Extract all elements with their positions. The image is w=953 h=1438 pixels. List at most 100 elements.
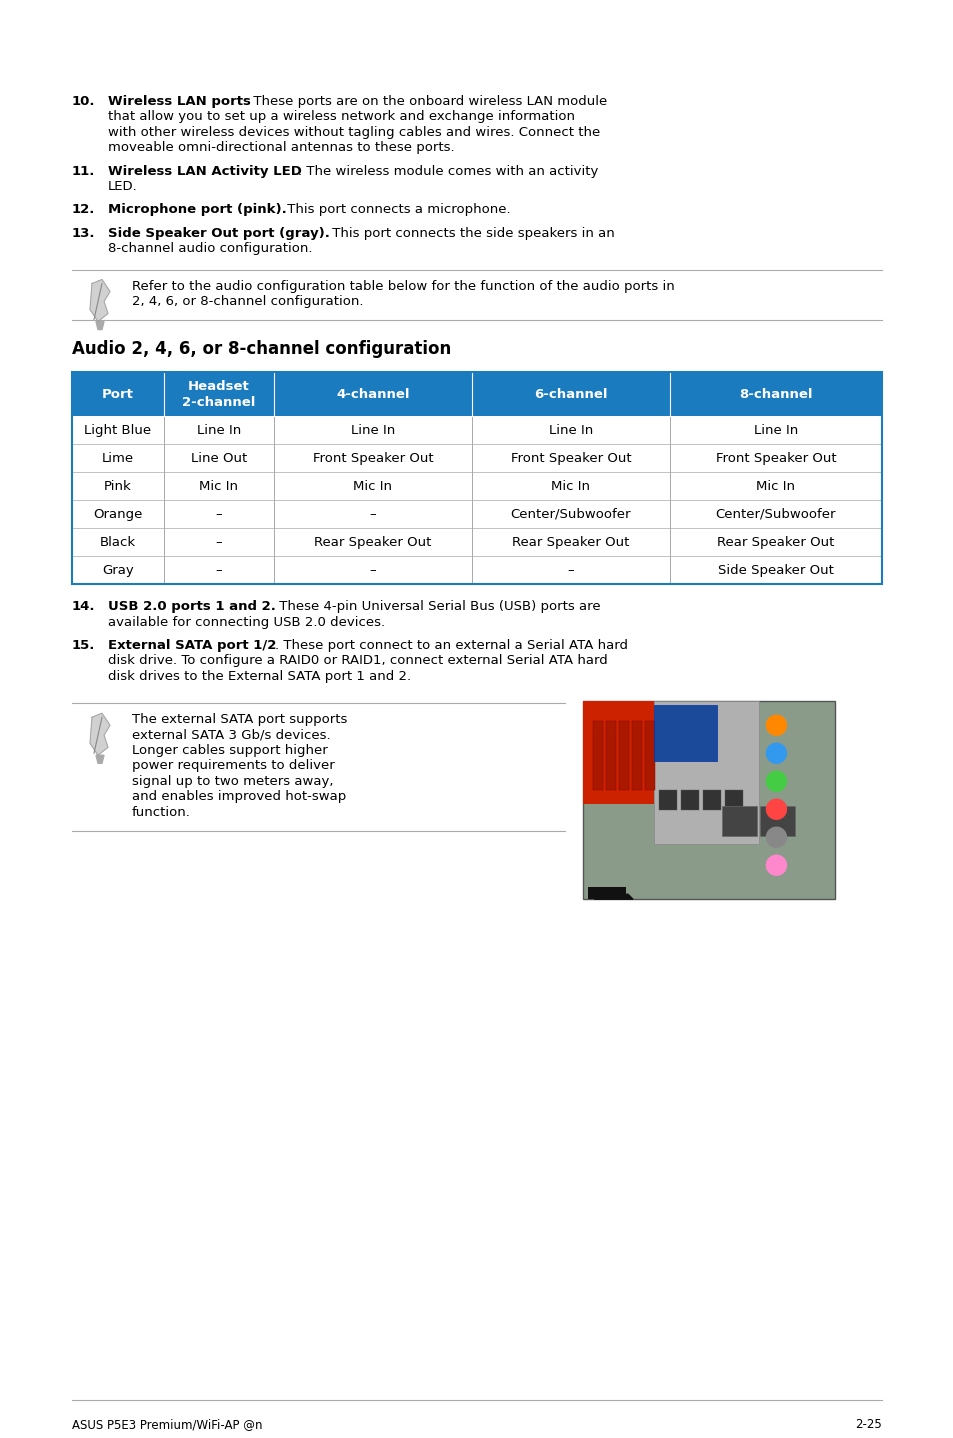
Text: . These port connect to an external a Serial ATA hard: . These port connect to an external a Se… — [274, 638, 627, 651]
Text: –: – — [567, 564, 574, 577]
Text: disk drive. To configure a RAID0 or RAID1, connect external Serial ATA hard: disk drive. To configure a RAID0 or RAID… — [108, 654, 607, 667]
Text: Line In: Line In — [753, 424, 798, 437]
Text: 2-25: 2-25 — [854, 1418, 882, 1431]
Bar — [724, 789, 741, 810]
Text: Line In: Line In — [351, 424, 395, 437]
Text: Front Speaker Out: Front Speaker Out — [313, 452, 433, 464]
Text: Center/Subwoofer: Center/Subwoofer — [715, 508, 836, 521]
Bar — [658, 789, 676, 810]
Bar — [472, 416, 669, 444]
Bar — [164, 372, 274, 416]
Text: 12.: 12. — [71, 203, 95, 216]
Text: available for connecting USB 2.0 devices.: available for connecting USB 2.0 devices… — [108, 615, 385, 628]
Polygon shape — [96, 755, 104, 764]
Bar — [587, 887, 625, 899]
Text: This port connects the side speakers in an: This port connects the side speakers in … — [328, 227, 615, 240]
Text: External SATA port 1/2: External SATA port 1/2 — [108, 638, 276, 651]
Bar — [618, 720, 628, 791]
Circle shape — [765, 827, 785, 847]
Text: Line In: Line In — [196, 424, 241, 437]
Bar — [472, 372, 669, 416]
Bar — [644, 720, 655, 791]
Text: Lime: Lime — [102, 452, 134, 464]
Circle shape — [765, 856, 785, 876]
Bar — [582, 702, 834, 899]
Bar — [71, 372, 882, 584]
Circle shape — [765, 771, 785, 791]
Text: that allow you to set up a wireless network and exchange information: that allow you to set up a wireless netw… — [108, 111, 575, 124]
Bar — [71, 372, 164, 416]
Text: power requirements to deliver: power requirements to deliver — [132, 759, 335, 772]
Bar — [701, 789, 720, 810]
Text: This port connects a microphone.: This port connects a microphone. — [282, 203, 510, 216]
Text: –: – — [370, 508, 375, 521]
Text: ASUS P5E3 Premium/WiFi-AP @n: ASUS P5E3 Premium/WiFi-AP @n — [71, 1418, 262, 1431]
Text: Orange: Orange — [93, 508, 143, 521]
Text: –: – — [215, 508, 222, 521]
Text: Wireless LAN ports: Wireless LAN ports — [108, 95, 251, 108]
Text: and enables improved hot-swap: and enables improved hot-swap — [132, 791, 346, 804]
Bar — [274, 444, 472, 472]
Text: external SATA 3 Gb/s devices.: external SATA 3 Gb/s devices. — [132, 729, 331, 742]
Text: Rear Speaker Out: Rear Speaker Out — [717, 536, 834, 549]
Bar — [274, 500, 472, 528]
Text: Mic In: Mic In — [551, 480, 590, 493]
Circle shape — [765, 743, 785, 764]
Text: 14.: 14. — [71, 600, 95, 613]
Text: with other wireless devices without tagling cables and wires. Connect the: with other wireless devices without tagl… — [108, 125, 599, 139]
Text: 11.: 11. — [71, 164, 95, 177]
Bar — [669, 472, 882, 500]
Text: 4-channel: 4-channel — [335, 388, 410, 401]
Bar — [164, 500, 274, 528]
Text: USB 2.0 ports 1 and 2.: USB 2.0 ports 1 and 2. — [108, 600, 275, 613]
Text: moveable omni-directional antennas to these ports.: moveable omni-directional antennas to th… — [108, 141, 455, 154]
Bar — [669, 557, 882, 584]
Bar — [631, 720, 641, 791]
Bar — [669, 372, 882, 416]
Circle shape — [765, 715, 785, 735]
Text: The external SATA port supports: The external SATA port supports — [132, 713, 347, 726]
Text: Line Out: Line Out — [191, 452, 247, 464]
Text: Wireless LAN Activity LED: Wireless LAN Activity LED — [108, 164, 301, 177]
Bar — [71, 444, 164, 472]
Bar — [164, 557, 274, 584]
Bar — [164, 472, 274, 500]
Bar — [759, 805, 794, 835]
Bar — [71, 472, 164, 500]
Text: Side Speaker Out port (gray).: Side Speaker Out port (gray). — [108, 227, 330, 240]
Bar — [164, 416, 274, 444]
Bar — [274, 416, 472, 444]
Polygon shape — [90, 279, 110, 322]
Text: Audio 2, 4, 6, or 8-channel configuration: Audio 2, 4, 6, or 8-channel configuratio… — [71, 341, 451, 358]
Text: Microphone port (pink).: Microphone port (pink). — [108, 203, 287, 216]
Text: Center/Subwoofer: Center/Subwoofer — [510, 508, 631, 521]
Bar — [71, 416, 164, 444]
Text: 2, 4, 6, or 8-channel configuration.: 2, 4, 6, or 8-channel configuration. — [132, 295, 363, 308]
Polygon shape — [96, 322, 104, 329]
Bar — [653, 702, 759, 844]
Bar — [593, 720, 602, 791]
Text: Mic In: Mic In — [199, 480, 238, 493]
Text: Mic In: Mic In — [354, 480, 392, 493]
Bar — [669, 416, 882, 444]
Text: Port: Port — [102, 388, 133, 401]
Text: –: – — [215, 564, 222, 577]
Polygon shape — [590, 894, 633, 899]
Text: These 4-pin Universal Serial Bus (USB) ports are: These 4-pin Universal Serial Bus (USB) p… — [274, 600, 600, 613]
Bar — [274, 528, 472, 557]
Bar — [472, 500, 669, 528]
Bar — [669, 500, 882, 528]
Text: Light Blue: Light Blue — [85, 424, 152, 437]
Bar — [472, 528, 669, 557]
Text: Pink: Pink — [104, 480, 132, 493]
Bar — [274, 472, 472, 500]
Text: –: – — [370, 564, 375, 577]
Bar — [71, 557, 164, 584]
Text: Side Speaker Out: Side Speaker Out — [718, 564, 833, 577]
Text: Rear Speaker Out: Rear Speaker Out — [512, 536, 629, 549]
Text: 15.: 15. — [71, 638, 95, 651]
Bar — [669, 444, 882, 472]
Bar — [472, 557, 669, 584]
Bar — [274, 557, 472, 584]
Bar — [274, 372, 472, 416]
